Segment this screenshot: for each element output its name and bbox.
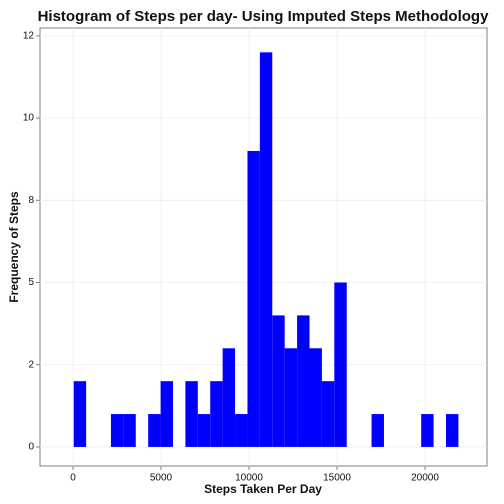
y-tick-label: 0 bbox=[28, 442, 34, 453]
bar bbox=[446, 414, 459, 447]
bar bbox=[247, 150, 260, 447]
bar bbox=[110, 414, 124, 447]
x-tick-label: 10000 bbox=[235, 473, 263, 484]
bar bbox=[421, 414, 434, 447]
y-tick-label: 2 bbox=[28, 359, 34, 370]
bar bbox=[321, 381, 335, 447]
bar bbox=[284, 348, 298, 447]
x-tick-label: 5000 bbox=[150, 473, 173, 484]
x-tick-label: 20000 bbox=[411, 473, 439, 484]
x-axis-title: Steps Taken Per Day bbox=[204, 482, 322, 496]
bar bbox=[210, 381, 223, 447]
y-tick-label: 12 bbox=[23, 31, 35, 42]
bar bbox=[309, 348, 322, 447]
bar bbox=[272, 315, 285, 447]
y-tick-label: 10 bbox=[23, 113, 35, 124]
x-tick-label: 0 bbox=[70, 473, 76, 484]
y-tick-label: 8 bbox=[28, 195, 34, 206]
bar bbox=[297, 315, 310, 447]
bar bbox=[235, 414, 248, 447]
bar bbox=[334, 282, 347, 447]
bar bbox=[185, 381, 198, 447]
bar bbox=[259, 52, 273, 447]
x-tick-label: 15000 bbox=[323, 473, 351, 484]
bar bbox=[222, 348, 236, 447]
bar bbox=[160, 381, 173, 447]
bar bbox=[123, 414, 136, 447]
bar bbox=[371, 414, 384, 447]
bar bbox=[148, 414, 161, 447]
bar bbox=[197, 414, 211, 447]
y-tick-label: 5 bbox=[28, 277, 34, 288]
chart-title: Histogram of Steps per day- Using Impute… bbox=[38, 8, 490, 25]
bar bbox=[73, 381, 87, 447]
y-axis-title: Frequency of Steps bbox=[7, 191, 21, 303]
